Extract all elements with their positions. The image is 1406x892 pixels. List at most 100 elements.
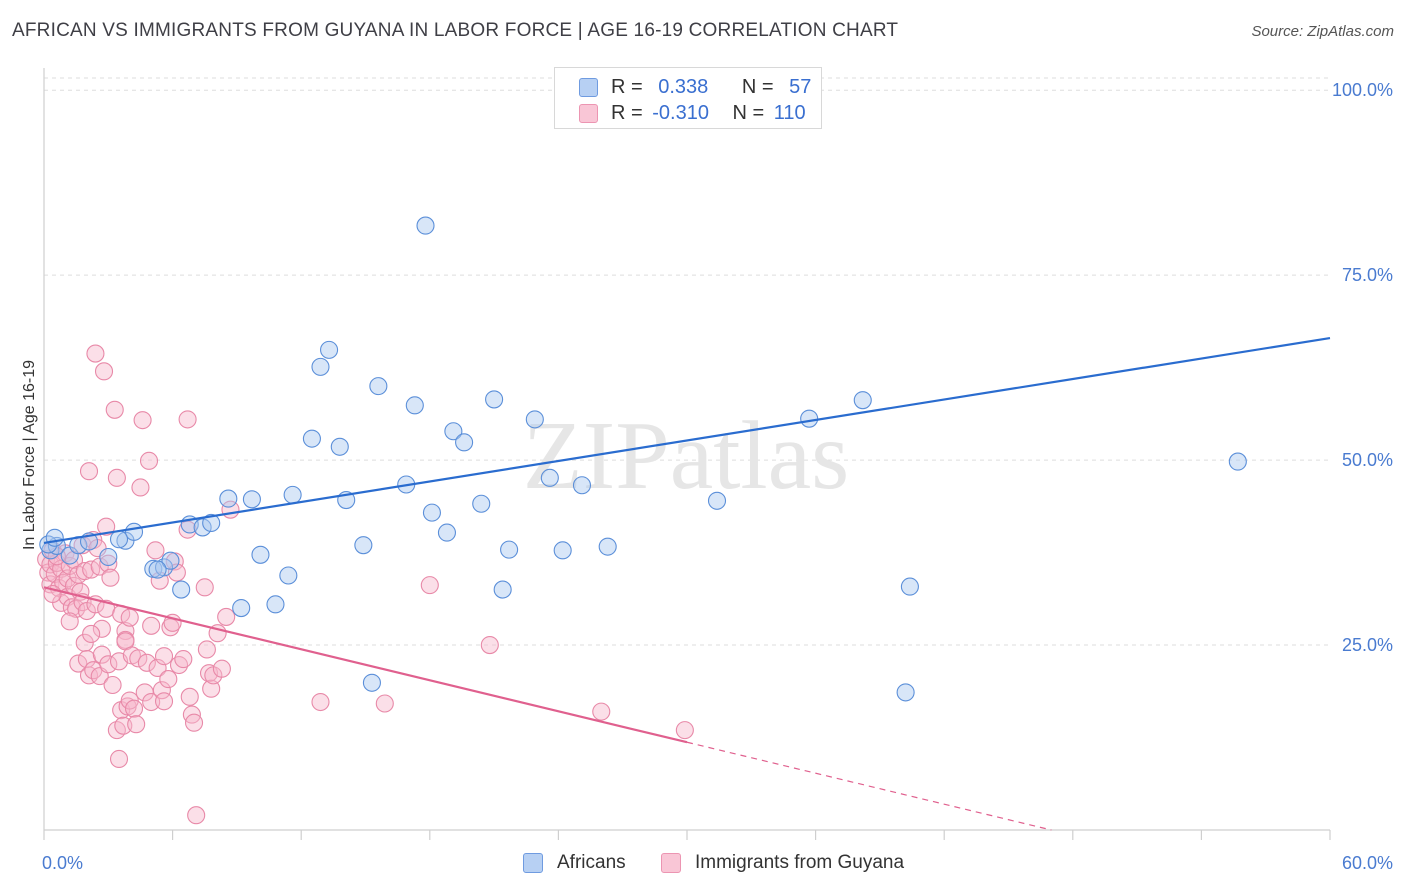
africans-point bbox=[1228, 452, 1247, 471]
africans-point bbox=[455, 433, 474, 452]
africans-point bbox=[540, 468, 559, 487]
africans-point bbox=[279, 566, 298, 585]
africans-point bbox=[405, 396, 424, 415]
guyana-point bbox=[197, 640, 216, 659]
africans-point bbox=[251, 545, 270, 564]
africans-point bbox=[707, 491, 727, 510]
guyana-point bbox=[202, 679, 221, 698]
chart-title: AFRICAN VS IMMIGRANTS FROM GUYANA IN LAB… bbox=[12, 20, 899, 41]
africans-point bbox=[493, 580, 512, 599]
x-tick-label-min: 0.0% bbox=[42, 853, 83, 873]
africans-point bbox=[369, 377, 388, 396]
guyana-point bbox=[60, 612, 79, 631]
guyana-swatch bbox=[579, 104, 598, 123]
legend-text-africans: R = 0.338 N = 57 bbox=[611, 76, 811, 99]
guyana-point bbox=[82, 624, 101, 644]
guyana-point bbox=[94, 362, 114, 381]
guyana-point bbox=[131, 478, 150, 497]
r-label: R = bbox=[611, 102, 643, 124]
africans-point bbox=[283, 485, 302, 504]
africans-point bbox=[45, 528, 64, 547]
guyana-point bbox=[79, 462, 99, 481]
africans-point bbox=[124, 522, 144, 541]
africans-point bbox=[219, 489, 238, 508]
africans-legend-swatch bbox=[523, 853, 543, 873]
guyana-legend-swatch bbox=[661, 853, 681, 873]
africans-trend-line bbox=[43, 336, 1331, 545]
africans-point bbox=[109, 530, 129, 549]
africans-point bbox=[853, 391, 872, 410]
n-label: N = bbox=[732, 102, 765, 124]
guyana-point bbox=[105, 400, 124, 419]
guyana-point bbox=[217, 607, 236, 626]
guyana-point bbox=[195, 578, 214, 597]
guyana-point bbox=[137, 653, 156, 672]
guyana-point bbox=[86, 344, 105, 363]
guyana-point bbox=[154, 692, 174, 711]
guyana-point bbox=[109, 749, 129, 769]
guyana-point bbox=[420, 576, 439, 595]
africans-point bbox=[330, 437, 349, 456]
africans-points bbox=[39, 81, 1247, 702]
africans-point bbox=[311, 357, 330, 376]
guyana-point bbox=[174, 650, 193, 669]
n-value-guyana: 110 bbox=[773, 102, 806, 124]
guyana-point bbox=[101, 568, 120, 587]
correlation-legend: R = 0.338 N = 57 R = -0.310 N = 110 bbox=[554, 67, 822, 129]
africans-point bbox=[39, 535, 58, 554]
guyana-point bbox=[148, 658, 167, 678]
africans-point bbox=[362, 673, 381, 692]
africans-point bbox=[572, 476, 592, 495]
guyana-point bbox=[480, 635, 499, 655]
africans-point bbox=[161, 551, 180, 570]
n-value-africans: 57 bbox=[789, 76, 812, 98]
guyana-point bbox=[180, 687, 199, 706]
guyana-point bbox=[103, 675, 122, 695]
africans-point bbox=[598, 537, 617, 556]
n-label: N = bbox=[741, 76, 774, 98]
guyana-point bbox=[107, 468, 126, 487]
guyana-point bbox=[375, 694, 394, 713]
guyana-point bbox=[129, 649, 148, 668]
guyana-point bbox=[120, 608, 139, 627]
y-tick-label: 100.0% bbox=[1332, 80, 1393, 100]
africans-point bbox=[354, 536, 373, 555]
guyana-point bbox=[142, 692, 161, 712]
y-tick-label: 25.0% bbox=[1342, 635, 1393, 655]
guyana-point bbox=[124, 699, 144, 718]
guyana-point bbox=[159, 670, 178, 689]
africans-point bbox=[472, 494, 491, 513]
africans-point bbox=[500, 540, 519, 559]
guyana-point bbox=[69, 654, 88, 673]
guyana-point bbox=[99, 655, 118, 674]
africans-swatch bbox=[579, 78, 598, 97]
source-label: Source: ZipAtlas.com bbox=[1251, 23, 1394, 40]
africans-point bbox=[485, 390, 504, 409]
guyana-point bbox=[592, 702, 611, 721]
guyana-trend-line-extension bbox=[686, 741, 1052, 831]
legend-text-guyana: R = -0.310 N = 110 bbox=[611, 102, 806, 125]
africans-point bbox=[193, 518, 212, 537]
guyana-legend-label: Immigrants from Guyana bbox=[695, 852, 905, 873]
y-tick-label: 75.0% bbox=[1342, 265, 1393, 285]
r-value-africans: 0.338 bbox=[658, 76, 709, 98]
africans-point bbox=[242, 490, 261, 509]
africans-point bbox=[320, 340, 339, 359]
africans-legend-label: Africans bbox=[557, 852, 626, 873]
africans-point bbox=[525, 410, 544, 429]
africans-point bbox=[553, 541, 572, 560]
africans-point bbox=[416, 216, 435, 235]
africans-point bbox=[148, 560, 167, 579]
guyana-point bbox=[142, 616, 161, 635]
africans-point bbox=[172, 580, 191, 599]
guyana-point bbox=[139, 451, 159, 470]
guyana-point bbox=[120, 691, 139, 710]
africans-point bbox=[302, 429, 321, 448]
guyana-point bbox=[92, 619, 111, 638]
africans-point bbox=[266, 595, 285, 614]
guyana-point bbox=[133, 411, 152, 430]
guyana-point bbox=[152, 681, 171, 700]
r-value-guyana: -0.310 bbox=[652, 102, 709, 124]
guyana-point bbox=[184, 713, 204, 732]
